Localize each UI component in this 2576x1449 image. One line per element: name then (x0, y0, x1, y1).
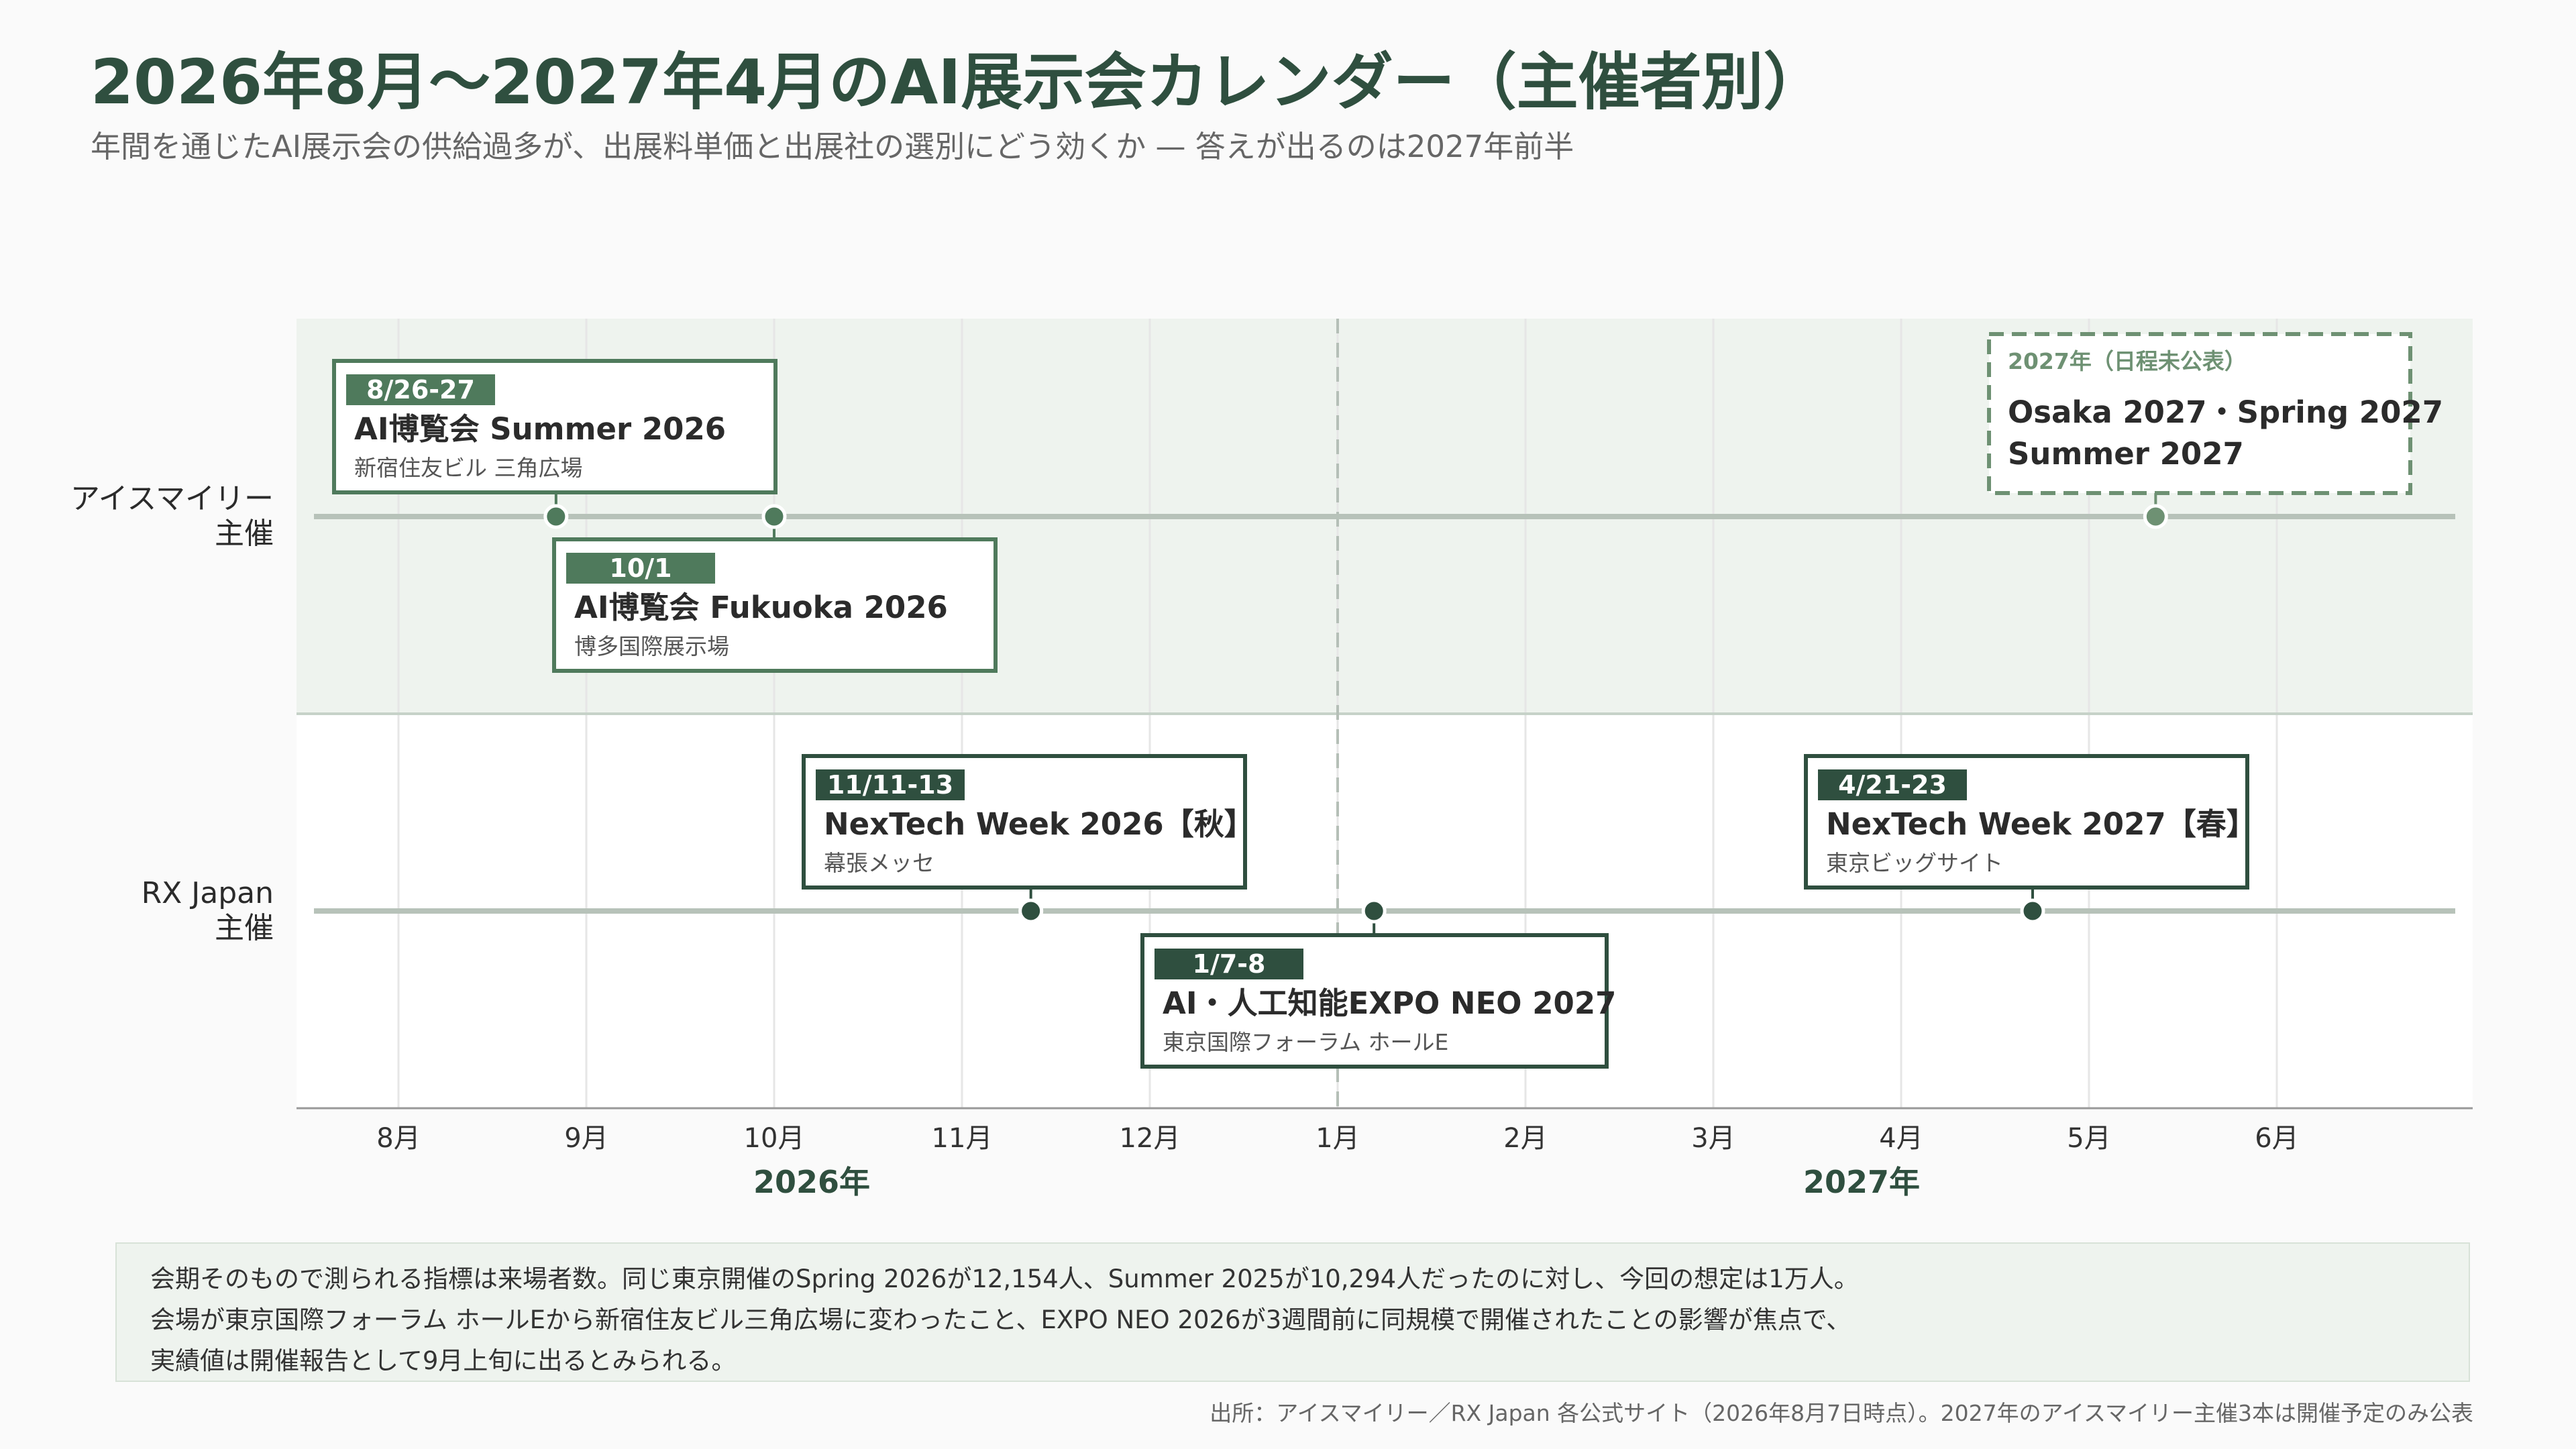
event-date-label: 10/1 (609, 553, 672, 583)
event-date-label: 11/11-13 (827, 770, 953, 800)
event-name: NexTech Week 2027【春】 (1826, 806, 2257, 842)
year-label: 2026年 (753, 1164, 870, 1200)
event-date-label: 1/7-8 (1193, 949, 1266, 979)
event-venue: 東京ビッグサイト (1826, 850, 2003, 876)
x-tick-label: 5月 (2067, 1123, 2110, 1154)
x-tick-label: 6月 (2255, 1123, 2298, 1154)
tentative-line: Summer 2027 (2008, 436, 2244, 472)
event-name: NexTech Week 2026【秋】 (824, 806, 1254, 842)
x-tick-label: 10月 (744, 1123, 805, 1154)
event-name: AI・人工知能EXPO NEO 2027 (1163, 985, 1616, 1021)
event-date-tag (816, 769, 965, 800)
event-date-label: 8/26-27 (366, 375, 475, 405)
event-marker (761, 504, 787, 529)
note-box: 会期そのもので測られる指標は来場者数。同じ東京開催のSpring 2026が12… (115, 1242, 2470, 1382)
note-line-1: 会期そのもので測られる指標は来場者数。同じ東京開催のSpring 2026が12… (150, 1265, 1859, 1293)
lane-label: RX Japan (142, 876, 274, 910)
x-tick-label: 2月 (1503, 1123, 1547, 1154)
x-tick-label: 3月 (1691, 1123, 1735, 1154)
x-tick-label: 4月 (1879, 1123, 1923, 1154)
x-tick-label: 9月 (564, 1123, 608, 1154)
x-tick-label: 8月 (376, 1123, 420, 1154)
event-date-tag (1155, 949, 1303, 979)
event-venue: 博多国際展示場 (574, 633, 729, 659)
event-marker (1018, 898, 1044, 924)
event-date-label: 4/21-23 (1838, 770, 1947, 800)
source-note: 出所：アイスマイリー／RX Japan 各公式サイト（2026年8月7日時点）。… (1210, 1400, 2473, 1426)
event-venue: 幕張メッセ (824, 850, 934, 876)
lane-label: 主催 (215, 911, 274, 945)
event-name: AI博覧会 Fukuoka 2026 (574, 590, 948, 625)
lane-label: 主催 (215, 517, 274, 551)
tentative-marker (2143, 504, 2168, 529)
event-date-tag (346, 374, 495, 405)
x-tick-label: 1月 (1316, 1123, 1359, 1154)
event-marker (2020, 898, 2045, 924)
event-venue: 東京国際フォーラム ホールE (1163, 1029, 1448, 1055)
tentative-line: Osaka 2027・Spring 2027 (2008, 394, 2443, 430)
tentative-box (1987, 332, 2412, 495)
event-marker (1361, 898, 1387, 924)
x-tick-label: 11月 (932, 1123, 993, 1154)
note-line-2: 会場が東京国際フォーラム ホールEから新宿住友ビル三角広場に変わったこと、EXP… (150, 1305, 1851, 1334)
tentative-label: 2027年（日程未公表） (2008, 348, 2247, 374)
note-line-3: 実績値は開催報告として9月上旬に出るとみられる。 (150, 1346, 737, 1375)
event-date-tag (1818, 769, 1967, 800)
event-date-tag (566, 553, 715, 584)
event-marker (543, 504, 569, 529)
page-title: 2026年8月〜2027年4月のAI展示会カレンダー（主催者別） (91, 46, 1825, 118)
year-label: 2027年 (1803, 1164, 1920, 1200)
lane-label: アイスマイリー (70, 482, 274, 516)
page-subtitle: 年間を通じたAI展示会の供給過多が、出展料単価と出展社の選別にどう効くか — 答… (91, 129, 1574, 164)
event-venue: 新宿住友ビル 三角広場 (354, 455, 583, 481)
x-tick-label: 12月 (1120, 1123, 1181, 1154)
event-name: AI博覧会 Summer 2026 (354, 411, 726, 447)
